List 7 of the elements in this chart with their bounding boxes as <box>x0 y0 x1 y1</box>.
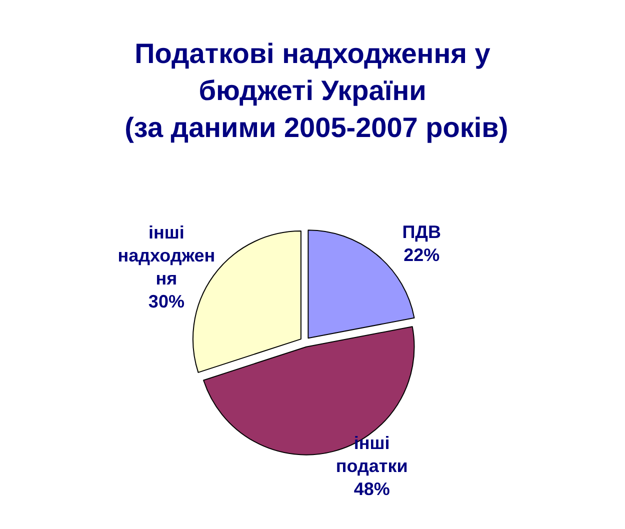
data-label: 22% <box>404 244 440 265</box>
slice-label: інші надходження <box>118 222 216 288</box>
slice-label: ПДВ <box>402 222 441 242</box>
chart-title: Податкові надходження у бюджеті України (за даними 2005-2007 років) <box>116 38 508 143</box>
data-label: 48% <box>354 478 390 499</box>
data-label: 30% <box>148 291 184 312</box>
slice-label: інші податки <box>336 432 408 476</box>
